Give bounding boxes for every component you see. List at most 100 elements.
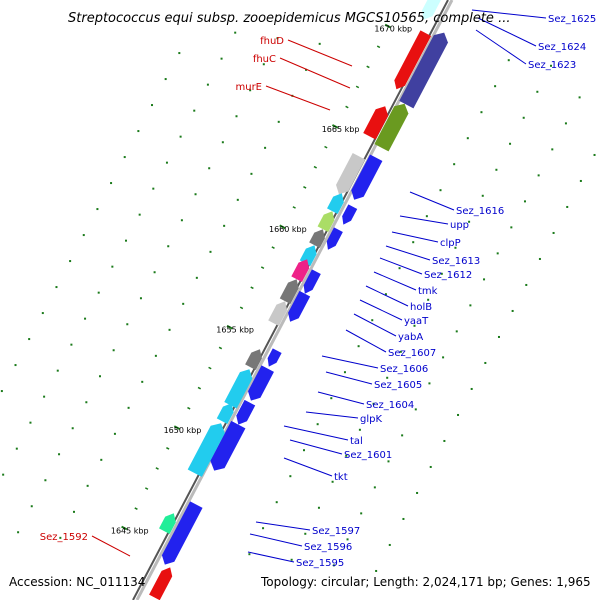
background-dot (41, 312, 44, 315)
gene-label-sez_1624: Sez_1624 (538, 42, 586, 53)
background-dot (14, 364, 17, 367)
background-dot (43, 395, 46, 398)
background-dot (496, 252, 499, 255)
background-dot (343, 371, 346, 374)
background-dot (578, 96, 581, 99)
background-dot (110, 182, 113, 185)
background-dot (318, 42, 321, 45)
scale-tick-label: 1655 kbp (216, 326, 254, 335)
background-dot (220, 57, 223, 60)
label-connector (399, 215, 449, 225)
background-dot (126, 323, 129, 326)
gene-label-sez_1597: Sez_1597 (312, 526, 360, 537)
background-dot (443, 439, 446, 442)
background-dot (552, 231, 555, 234)
background-dot (29, 421, 32, 424)
gene-arrow (342, 204, 358, 225)
scale-minor-tick (250, 286, 254, 290)
scale-tick-mark (331, 124, 339, 129)
background-dot (236, 198, 239, 201)
background-dot (262, 527, 265, 530)
scale-minor-tick (218, 346, 223, 350)
background-dot (262, 63, 265, 66)
scale-minor-tick (376, 45, 381, 49)
label-connector (385, 245, 431, 261)
background-dot (346, 538, 349, 541)
background-dot (510, 226, 513, 229)
background-dot (536, 90, 539, 93)
gene-label-sez_1601: Sez_1601 (344, 450, 392, 461)
label-connector (391, 231, 439, 243)
background-dot (194, 193, 197, 196)
scale-tick-label: 1645 kbp (111, 526, 149, 535)
background-dot (152, 187, 155, 190)
scale-minor-tick (271, 246, 275, 249)
scale-tick-label: 1650 kbp (164, 426, 202, 435)
scale-minor-tick (155, 467, 159, 470)
background-dot (111, 265, 114, 268)
background-dot (388, 543, 391, 546)
background-dot (345, 454, 348, 457)
background-dot (439, 189, 442, 192)
label-connector (317, 391, 365, 405)
scale-minor-tick (355, 85, 360, 89)
background-dot (123, 156, 126, 159)
background-dot (304, 532, 307, 535)
gene-arrow (210, 420, 246, 471)
gene-label-sez_1623: Sez_1623 (528, 60, 576, 71)
background-dot (469, 304, 472, 307)
background-dot (414, 408, 417, 411)
background-dot (497, 335, 500, 338)
background-dot (58, 453, 61, 456)
gene-arrow (224, 369, 253, 409)
background-dot (442, 356, 445, 359)
label-connector (409, 191, 455, 211)
background-dot (97, 291, 100, 294)
gene-arrow (363, 106, 389, 140)
label-connector (321, 355, 379, 369)
background-dot (523, 200, 526, 203)
gene-arrow (236, 399, 256, 425)
label-connector (249, 533, 303, 547)
background-dot (168, 328, 171, 331)
background-dot (180, 219, 183, 222)
background-dot (139, 297, 142, 300)
background-dot (178, 52, 181, 55)
background-dot (564, 122, 567, 125)
background-dots (0, 31, 596, 572)
scale-minor-tick (187, 406, 191, 410)
background-dot (125, 239, 128, 242)
background-dot (401, 434, 404, 437)
background-dot (0, 390, 3, 393)
background-dot (100, 458, 103, 461)
background-dot (138, 213, 141, 216)
scale-tick-mark (121, 525, 128, 531)
gene-label-fhud: fhuD (260, 36, 284, 47)
label-connector (283, 457, 333, 477)
scale-minor-tick (313, 165, 317, 169)
background-dot (15, 447, 18, 450)
gene-label-holb: holB (410, 302, 432, 313)
background-dot (440, 272, 443, 275)
background-dot (84, 317, 87, 320)
gene-label-sez_1613: Sez_1613 (432, 256, 480, 267)
label-connector (477, 17, 537, 47)
label-connector (345, 329, 387, 353)
label-connector (265, 85, 331, 111)
background-dot (69, 260, 72, 263)
background-dot (398, 267, 401, 270)
background-dot (154, 354, 157, 357)
background-dot (427, 298, 430, 301)
background-dot (82, 234, 85, 237)
gene-label-sez_1625: Sez_1625 (548, 14, 596, 25)
gene-arrow (159, 513, 176, 534)
background-dot (59, 536, 62, 539)
background-dot (55, 286, 58, 289)
background-dot (360, 512, 363, 515)
map-title: Streptococcus equi subsp. zooepidemicus … (68, 11, 510, 26)
background-dot (44, 479, 47, 482)
background-dot (468, 220, 471, 223)
label-connector (305, 411, 359, 419)
gene-arrow (303, 269, 321, 294)
